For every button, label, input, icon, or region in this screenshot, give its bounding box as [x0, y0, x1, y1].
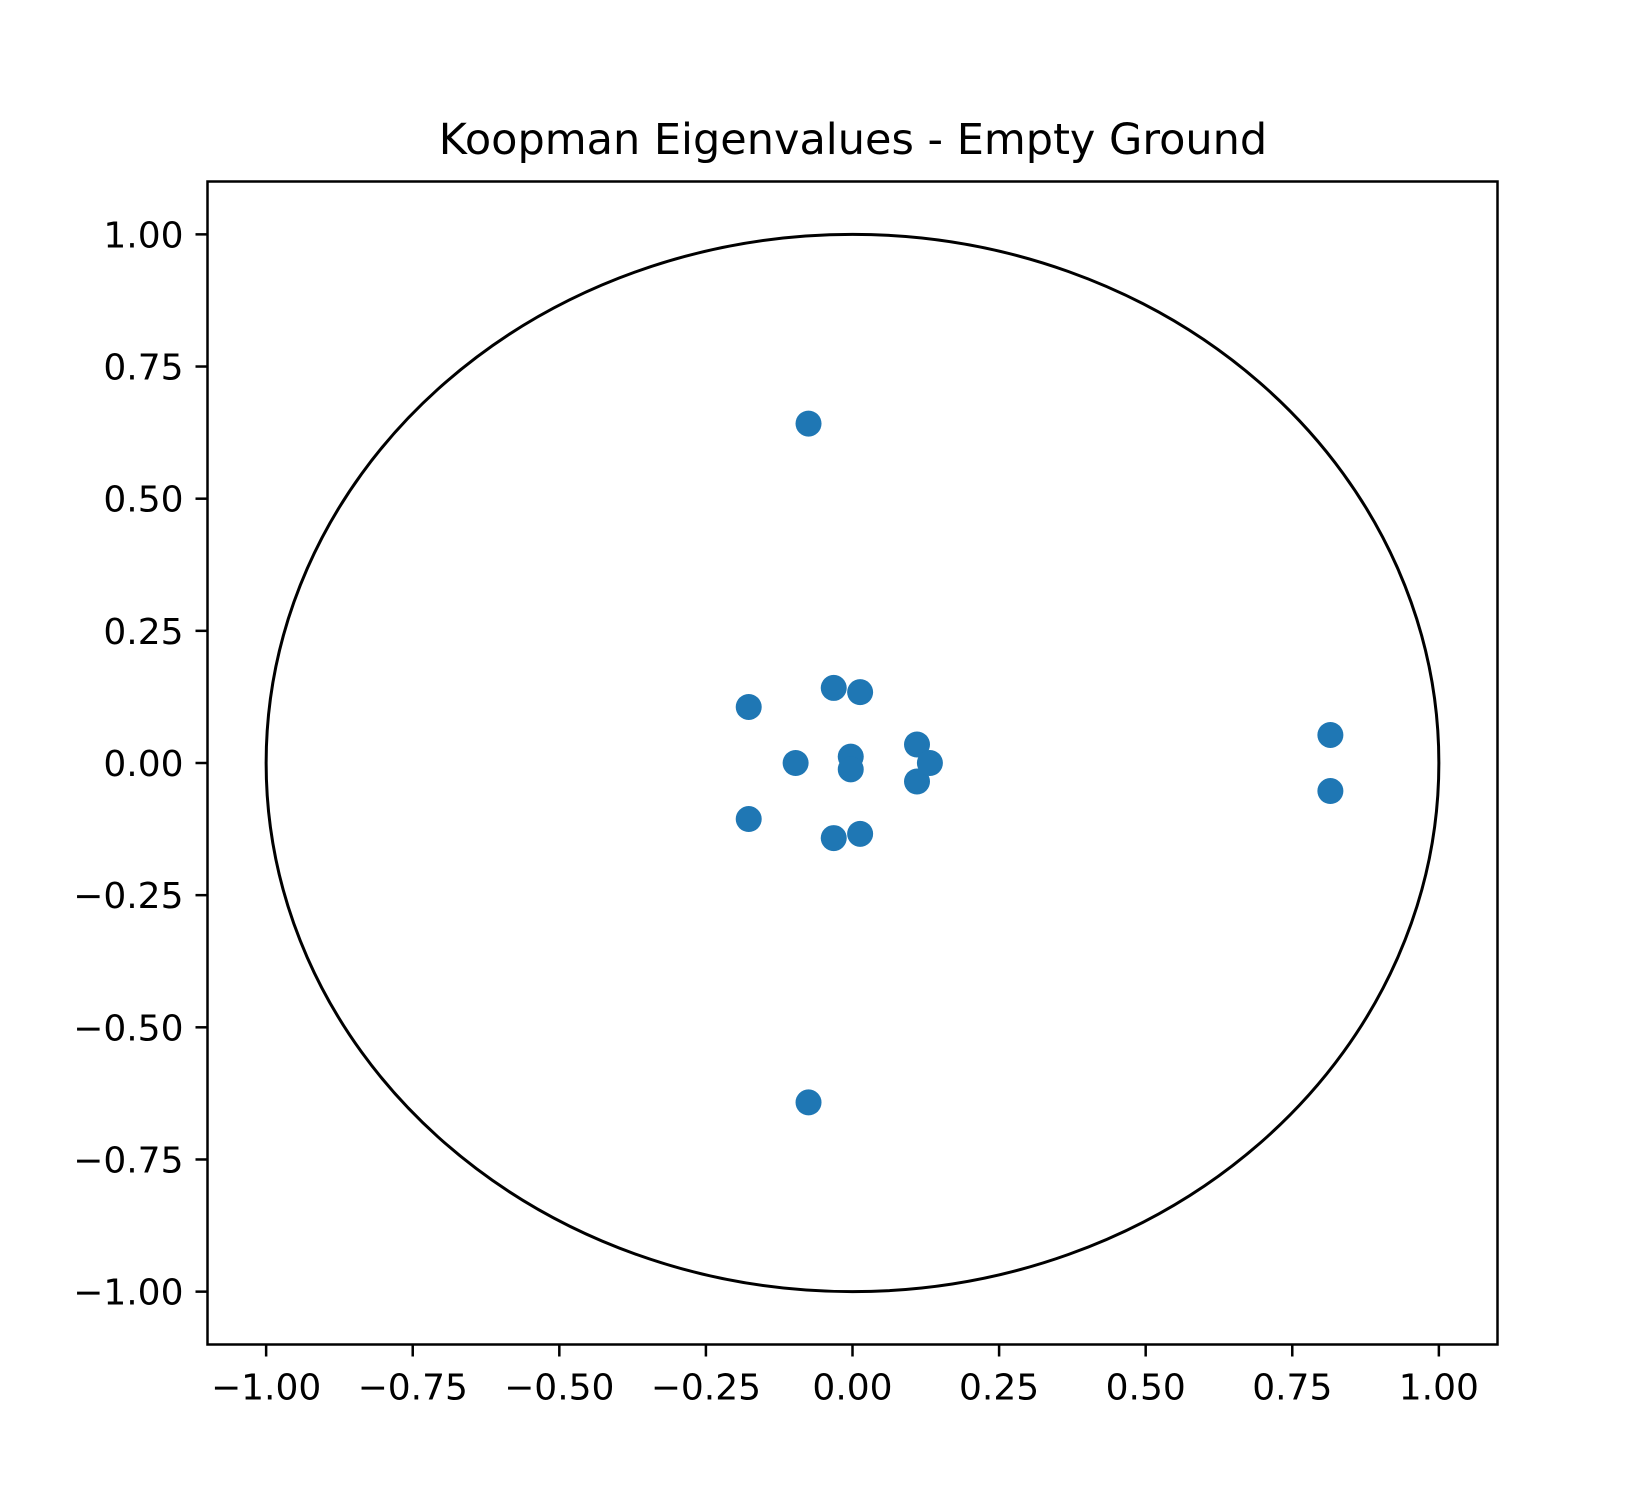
y-axis: −1.00 −0.75 −0.50 −0.25 0.00 0.25 0.50 0.75 1.00 [73, 215, 208, 1314]
axes-frame [206, 180, 1499, 1346]
x-tick-label: 0.50 [1106, 1368, 1186, 1409]
y-tick-label: −0.75 [73, 1140, 183, 1181]
scatter-point [735, 693, 762, 720]
plot-area [264, 232, 1441, 1294]
y-tick-label: −1.00 [73, 1273, 183, 1314]
x-tick-label: −0.25 [651, 1368, 761, 1409]
scatter-point [820, 674, 847, 701]
x-tick-label: −0.75 [358, 1368, 468, 1409]
unit-circle [264, 232, 1441, 1294]
y-tick-label: 1.00 [103, 215, 183, 256]
scatter-point [1317, 778, 1344, 805]
y-tick-label: −0.50 [73, 1008, 183, 1049]
scatter-point [837, 756, 864, 783]
y-tick-label: 0.25 [103, 612, 183, 653]
y-tick-label: 0.75 [103, 348, 183, 389]
y-tick-label: 0.00 [103, 744, 183, 785]
scatter-point [904, 768, 930, 795]
x-tick-label: 0.75 [1252, 1368, 1332, 1409]
scatter-point [795, 1089, 822, 1116]
scatter-point [782, 750, 809, 776]
scatter-point [735, 806, 762, 833]
scatter-point [916, 750, 943, 776]
scatter-point [1317, 721, 1344, 748]
x-tick-label: −0.50 [504, 1368, 614, 1409]
y-tick-label: −0.25 [73, 876, 183, 917]
chart-title: Koopman Eigenvalues - Empty Ground [439, 115, 1267, 165]
x-tick-label: 0.00 [812, 1368, 892, 1409]
x-tick-label: 0.25 [959, 1368, 1039, 1409]
scatter-point [847, 820, 874, 847]
scatter-point [795, 410, 822, 437]
x-tick-label: 1.00 [1399, 1368, 1479, 1409]
x-tick-label: −1.00 [211, 1368, 321, 1409]
x-axis: −1.00 −0.75 −0.50 −0.25 0.00 0.25 0.50 0.75 1.00 [211, 1344, 1479, 1409]
scatter-point [847, 679, 874, 706]
scatter-point [820, 825, 847, 852]
scatter-point [904, 731, 930, 758]
y-tick-label: 0.50 [103, 480, 183, 521]
